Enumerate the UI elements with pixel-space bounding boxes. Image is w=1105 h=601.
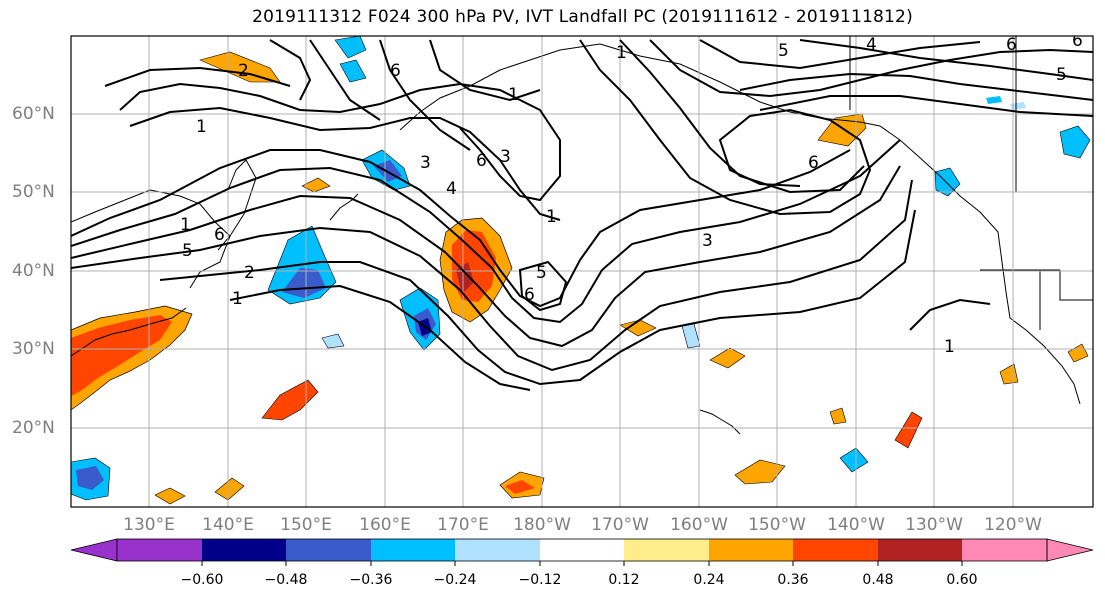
lon-label: 150°E: [280, 515, 332, 535]
contour-labels: 1 2 6 1 6 5 2 1 4 3 6 1 3 5 6 1 3 6 5 4: [180, 31, 1083, 357]
lon-label: 140°W: [827, 515, 885, 535]
contour-label: 5: [536, 263, 547, 283]
contour-label: 5: [1056, 65, 1067, 85]
colorbar-segment: [793, 539, 878, 561]
lon-label: 180°W: [513, 515, 571, 535]
coastlines: [71, 36, 1093, 435]
lon-label: 160°W: [670, 515, 728, 535]
contour-label: 6: [524, 285, 535, 305]
colorbar-segment: [709, 539, 793, 561]
colorbar-tick-label: −0.36: [349, 572, 393, 588]
lon-label: 120°W: [984, 515, 1042, 535]
contour-label: 6: [1006, 35, 1017, 55]
lat-label: 60°N: [12, 104, 55, 124]
lon-label: 170°E: [437, 515, 489, 535]
map-title: 2019111312 F024 300 hPa PV, IVT Landfall…: [252, 7, 913, 27]
colorbar-segment: [117, 539, 202, 561]
colorbar-segment: [624, 539, 709, 561]
colorbar-tick-label: 0.12: [608, 572, 640, 588]
colorbar-segment: [371, 539, 455, 561]
lat-label: 20°N: [12, 418, 55, 438]
contour-label: 1: [196, 117, 207, 137]
contour-label: 3: [702, 231, 713, 251]
colorbar-tick-label: 0.24: [693, 572, 725, 588]
positive-anomaly-japan-core: [71, 315, 172, 396]
contour-label: 4: [446, 179, 457, 199]
colorbar: [70, 538, 1094, 566]
colorbar-segment: [878, 539, 962, 561]
contour-label: 6: [476, 151, 487, 171]
contour-label: 2: [244, 263, 255, 283]
lat-label: 30°N: [12, 339, 55, 359]
contour-label: 6: [214, 225, 225, 245]
map-frame: [70, 35, 1094, 508]
contour-label: 1: [944, 337, 955, 357]
colorbar-tick-label: 0.48: [862, 572, 894, 588]
contour-label: 1: [616, 43, 627, 63]
lon-label: 140°E: [202, 515, 254, 535]
contour-label: 1: [546, 207, 557, 227]
contour-label: 1: [508, 85, 519, 105]
colorbar-tick-label: 0.60: [946, 572, 978, 588]
contour-label: 2: [238, 61, 249, 81]
contour-label: 5: [778, 41, 789, 61]
contour-label: 5: [182, 241, 193, 261]
lat-label: 50°N: [12, 182, 55, 202]
colorbar-tick-label: −0.24: [433, 572, 477, 588]
contour-label: 6: [808, 153, 819, 173]
lat-label: 40°N: [12, 261, 55, 281]
colorbar-tick-label: −0.48: [264, 572, 308, 588]
colorbar-segment: [455, 539, 540, 561]
colorbar-extend-high: [1046, 538, 1094, 562]
colorbar-segment: [962, 539, 1047, 561]
graticule: [71, 36, 1093, 507]
pv-contours: [71, 39, 1093, 391]
lon-label: 130°W: [905, 515, 963, 535]
contour-label: 3: [420, 153, 431, 173]
lon-label: 160°E: [359, 515, 411, 535]
lon-label: 170°W: [591, 515, 649, 535]
colorbar-tick-label: 0.36: [777, 572, 809, 588]
contour-label: 1: [232, 289, 243, 309]
colorbar-segment: [202, 539, 286, 561]
contour-label: 3: [500, 147, 511, 167]
colorbar-tick-label: −0.60: [180, 572, 224, 588]
contour-label: 6: [1072, 31, 1083, 51]
colorbar-segment: [540, 539, 624, 561]
colorbar-extend-low: [70, 538, 118, 562]
lon-label: 130°E: [123, 515, 175, 535]
contour-label: 1: [180, 215, 191, 235]
contour-label: 6: [390, 61, 401, 81]
lon-label: 150°W: [748, 515, 806, 535]
colorbar-segment: [286, 539, 371, 561]
colorbar-tick-label: −0.12: [518, 572, 562, 588]
contour-label: 4: [866, 35, 877, 55]
